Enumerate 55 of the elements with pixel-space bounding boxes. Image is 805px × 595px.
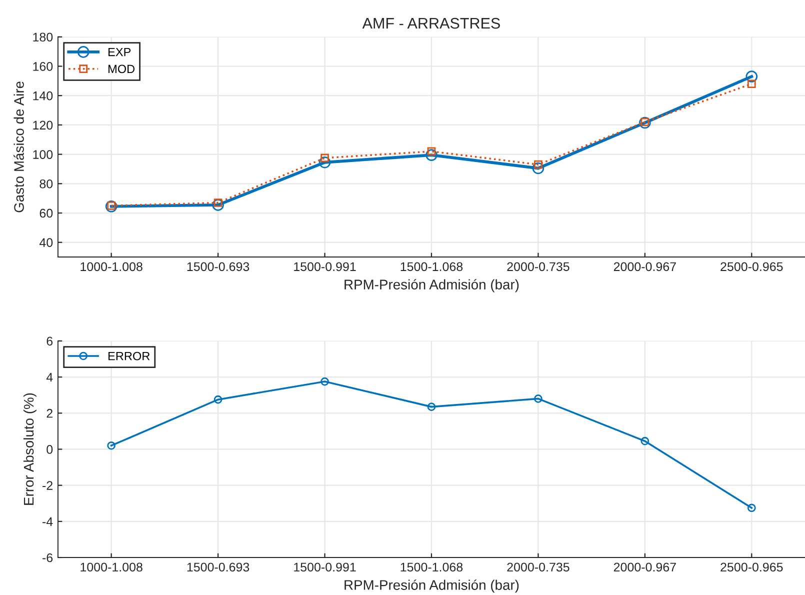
x-tick-label: 2000-0.967: [614, 262, 676, 272]
x-axis-title: RPM-Presión Admisión (bar): [344, 279, 519, 292]
x-tick-label: 2000-0.967: [614, 562, 676, 572]
point: [640, 436, 650, 446]
x-tick-label: 2000-0.735: [507, 562, 570, 572]
y-tick-label: 0: [46, 445, 53, 454]
point: [746, 70, 758, 82]
x-tick-label: 1500-1.068: [400, 262, 463, 272]
point: [320, 377, 329, 386]
point: [427, 147, 436, 156]
chart-title: AMF - ARRASTRES: [362, 18, 500, 29]
point: [427, 402, 436, 411]
y-tick-label: -2: [42, 481, 52, 490]
x-tick-label: 1000-1.008: [80, 562, 142, 572]
y-tick-label: 160: [33, 62, 53, 71]
point: [747, 80, 756, 88]
y-axis-title: Gasto Másico de Aire: [14, 82, 24, 212]
legend-label: ERROR: [108, 352, 150, 360]
x-tick-label: 2500-0.965: [720, 262, 783, 272]
legend-label: MOD: [108, 64, 135, 74]
y-tick-label: 40: [39, 238, 53, 248]
point: [426, 149, 438, 161]
y-tick-label: 6: [46, 336, 53, 346]
x-tick-label: 2000-0.735: [507, 262, 570, 272]
x-tick-label: 2500-0.965: [720, 562, 783, 572]
x-tick-label: 1000-1.008: [80, 262, 142, 272]
x-tick-label: 1500-1.068: [400, 562, 463, 572]
y-axis-title: Error Absoluto (%): [23, 393, 36, 505]
point: [212, 199, 224, 211]
point: [534, 394, 542, 403]
point: [532, 162, 544, 174]
x-tick-label: 1500-0.991: [294, 262, 356, 272]
y-tick-label: 180: [33, 32, 53, 42]
legend-label: EXP: [108, 48, 131, 56]
point: [639, 116, 651, 129]
x-tick-label: 1500-0.693: [187, 262, 250, 272]
y-tick-label: 80: [40, 179, 53, 188]
y-tick-label: 120: [33, 120, 53, 130]
y-tick-label: -6: [42, 553, 53, 562]
y-tick-label: 140: [33, 91, 53, 100]
y-tick-label: 2: [46, 408, 52, 418]
y-tick-label: 4: [46, 372, 53, 382]
point: [105, 200, 118, 212]
y-tick-label: 60: [40, 208, 53, 218]
point: [318, 156, 331, 168]
x-tick-label: 1500-0.991: [294, 562, 356, 572]
y-tick-label: 100: [33, 150, 53, 159]
point: [107, 441, 116, 450]
point: [747, 504, 756, 512]
x-axis-title: RPM-Presión Admisión (bar): [344, 580, 519, 593]
point: [320, 154, 329, 162]
point: [214, 198, 222, 207]
x-tick-label: 1500-0.693: [187, 562, 250, 572]
point: [214, 395, 222, 404]
y-tick-label: -4: [42, 517, 53, 526]
